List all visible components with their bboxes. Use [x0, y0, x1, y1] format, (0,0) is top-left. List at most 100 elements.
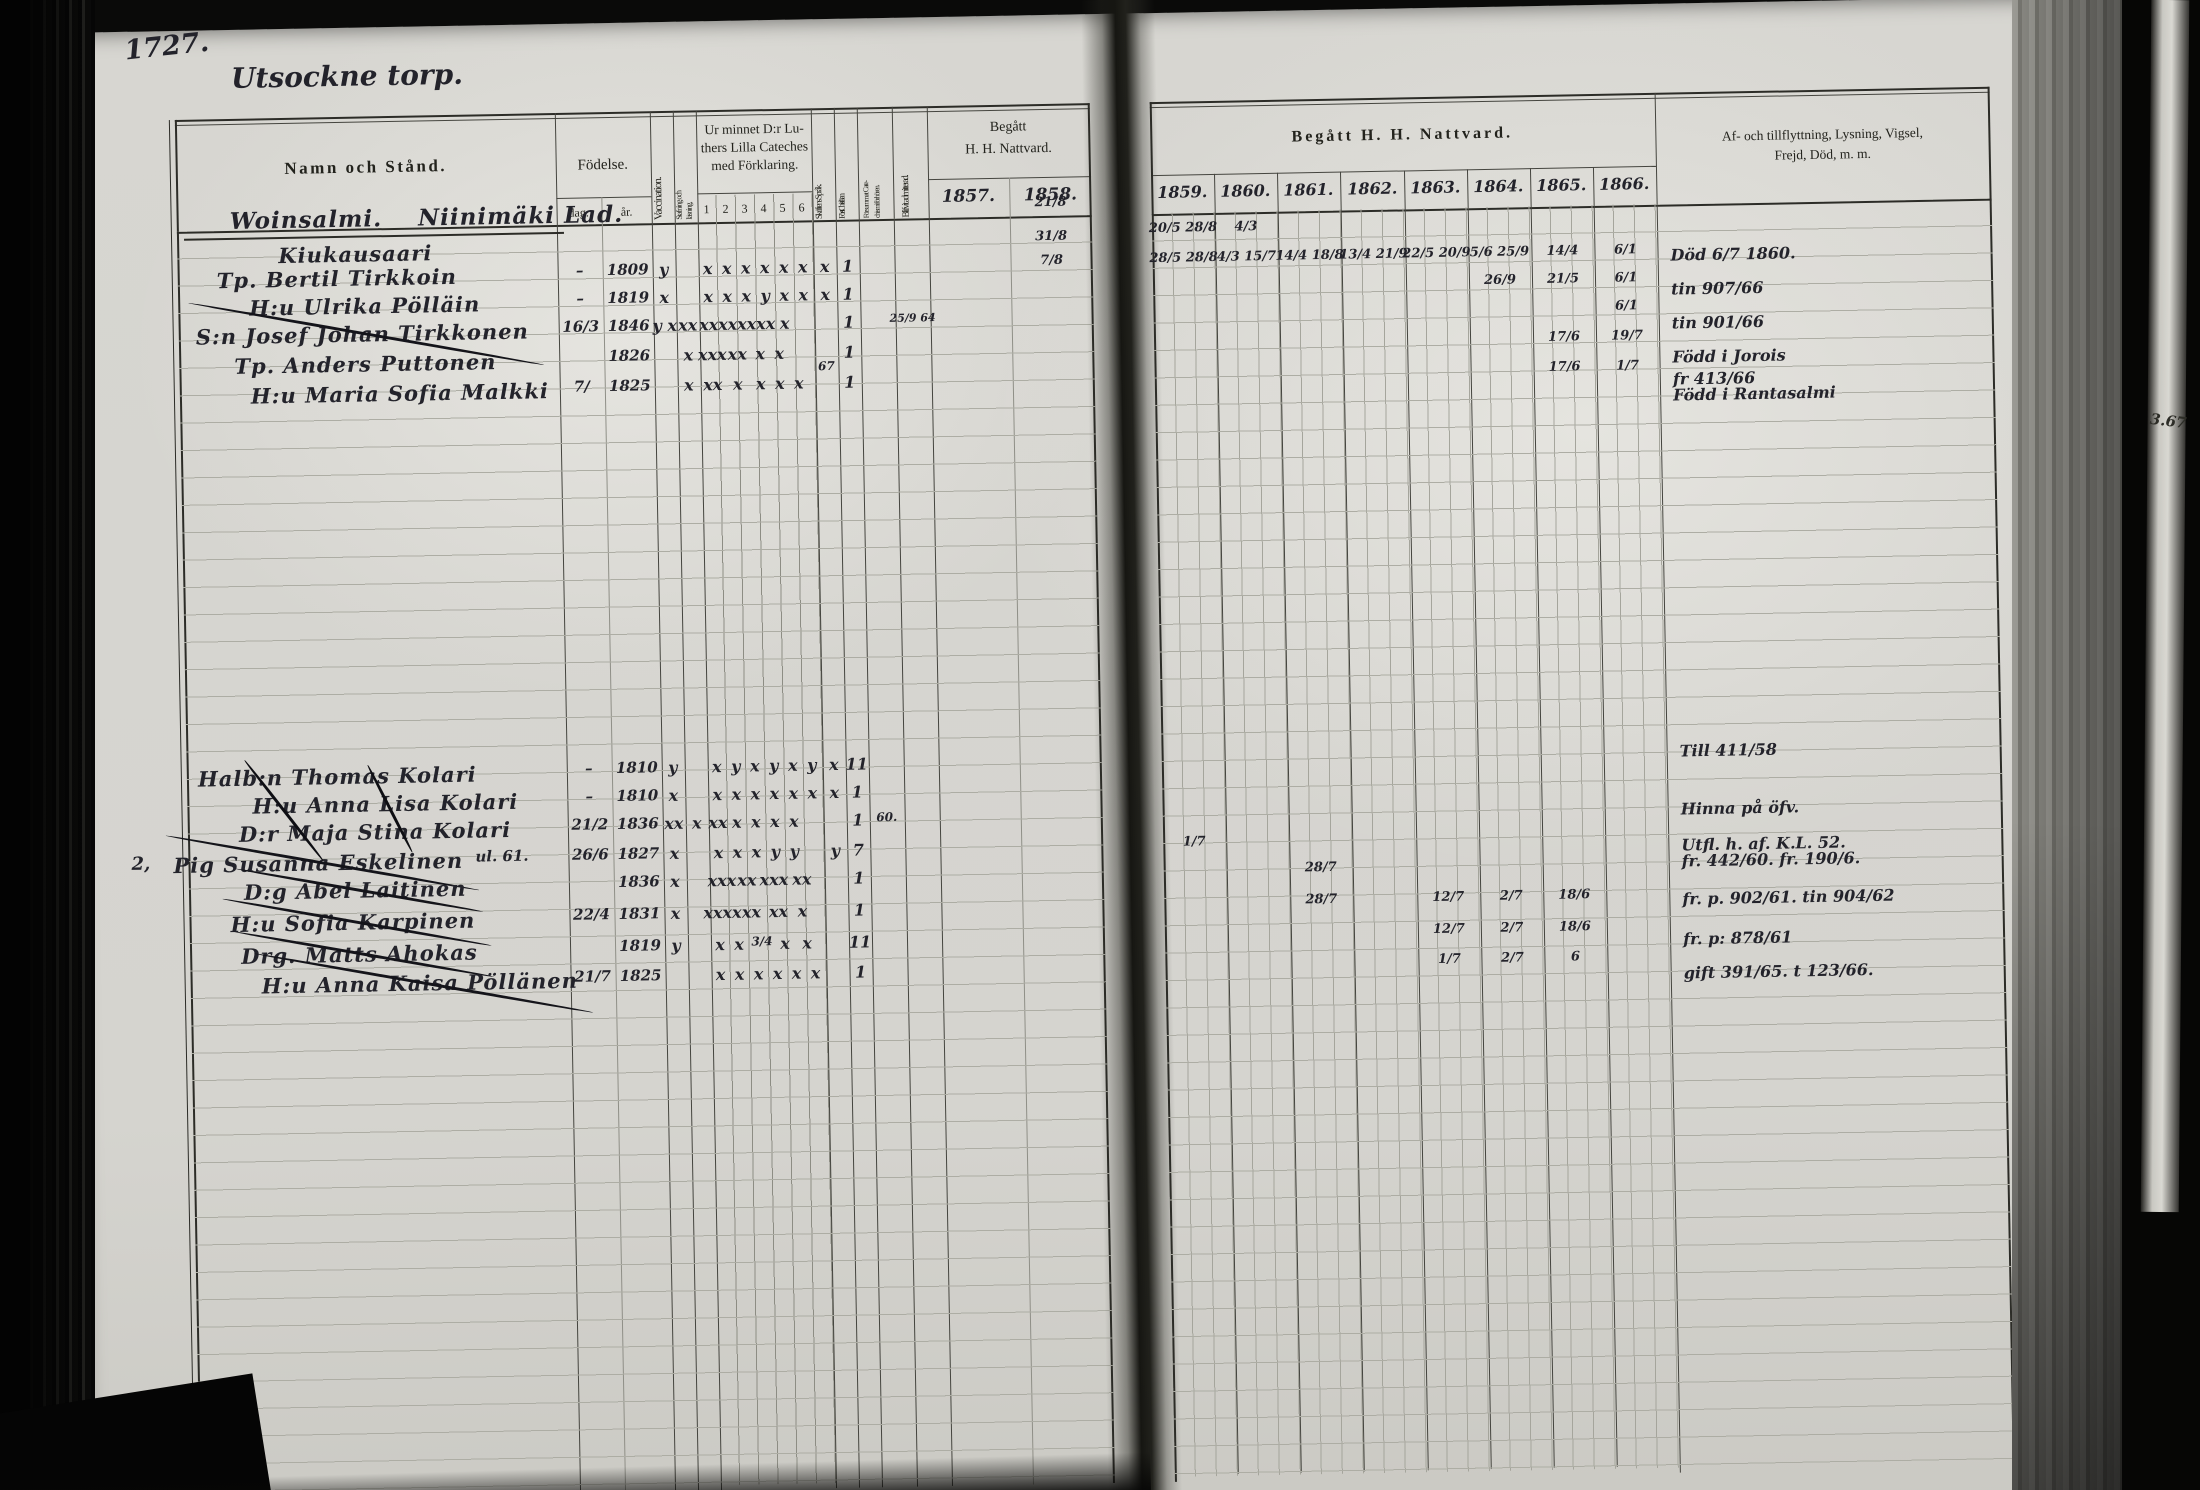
- missed-cell: 60.: [876, 809, 898, 825]
- catechism-mark-4: y: [760, 286, 770, 306]
- catechism-mark-4: x: [769, 811, 780, 832]
- catechism-mark-1: xx: [703, 374, 723, 395]
- catechism-mark-6: y: [806, 755, 817, 775]
- christianity-mark: 1: [853, 900, 866, 920]
- birth-column-header: Födelse.: [577, 156, 629, 174]
- language-mark: x: [829, 782, 840, 803]
- communion-1864-cell: 2/7: [1499, 888, 1523, 904]
- notes-cell: Född i Rantasalmi: [1672, 382, 1836, 405]
- spelling-mark: x: [683, 375, 694, 395]
- catechism-mark-2: xx: [727, 344, 747, 364]
- catechism-mark-3: x: [741, 286, 752, 306]
- birth-year-cell: 1825: [619, 966, 662, 985]
- birth-year-cell: 1810: [615, 758, 658, 777]
- name-suffix: ul. 61.: [475, 846, 529, 866]
- communion-1866-cell: 6/1: [1614, 298, 1639, 314]
- communion-1860-cell: 4/3 15/7: [1216, 248, 1277, 265]
- vaccination-mark: x: [670, 903, 681, 923]
- birth-day-cell: 21/2: [571, 815, 609, 834]
- vaccination-mark: xx: [664, 813, 684, 834]
- catechism-mark-5: x: [778, 257, 789, 277]
- birth-year-cell: 1809: [606, 260, 649, 280]
- communion-1861-cell: 28/7: [1304, 859, 1337, 876]
- catechism-mark-3: x: [755, 374, 766, 394]
- catechism-mark-6: x: [798, 285, 809, 305]
- communion-1866-cell: 1/7: [1616, 358, 1640, 374]
- communion-1865-cell: 17/6: [1547, 329, 1581, 345]
- catechism-mark-6: x: [797, 257, 808, 277]
- communion-1865-cell: 18/6: [1558, 919, 1591, 935]
- name-cell: H:u Sofia Karpinen: [230, 907, 476, 938]
- catechism-mark-3: xxx: [759, 869, 789, 890]
- catechism-mark-2: x: [731, 812, 742, 832]
- catechism-mark-2: xx: [737, 870, 757, 890]
- christianity-mark: 1: [841, 256, 854, 276]
- catechism-mark-5: x: [793, 373, 804, 393]
- catechism-mark-4: x: [780, 933, 790, 953]
- communion-1864-cell: 2/7: [1500, 950, 1524, 966]
- communion-1863-cell: 12/7: [1432, 921, 1465, 938]
- catechism-mark-5: x: [802, 933, 812, 953]
- christianity-mark: 11: [848, 932, 872, 952]
- catechism-mark-5: x: [779, 313, 790, 333]
- communion-1860-cell: 4/3: [1234, 219, 1258, 235]
- vaccination-mark: y: [667, 757, 678, 778]
- language-mark: x: [820, 284, 831, 305]
- christianity-mark: 1: [854, 962, 867, 982]
- name-cell: S:n Josef Johan Tirkkonen: [195, 318, 530, 350]
- catechism-mark-5: x: [779, 285, 790, 305]
- communion-1863-cell: 12/7: [1432, 889, 1465, 906]
- catechism-mark-2: x: [734, 934, 744, 954]
- vaccination-mark: x: [668, 785, 679, 806]
- catechism-mark-5: y: [789, 841, 800, 861]
- christianity-mark: 1: [842, 284, 854, 304]
- catechism-mark-4: x: [772, 963, 783, 984]
- name-cell: H:u Anna Kaisa Pöllänen: [261, 967, 579, 999]
- catechism-mark-2: x: [734, 964, 745, 984]
- communion-1865-cell: 18/6: [1558, 887, 1591, 903]
- spelling-mark: x: [683, 345, 694, 365]
- birth-year-cell: 1825: [608, 376, 651, 396]
- catechism-mark-4: xx: [755, 313, 776, 334]
- name-cell: Tp. Anders Puttonen: [234, 349, 497, 379]
- vaccination-mark: y x: [652, 315, 678, 336]
- vaccination-mark: y: [671, 935, 681, 955]
- catechism-header-line2: thers Lilla Cateches: [700, 138, 809, 156]
- birth-day-cell: –: [576, 289, 585, 308]
- notes-header-line2: Frejd, Död, m. m.: [1774, 145, 1872, 163]
- name-cell: Drg. Matts Ahokas: [240, 939, 478, 969]
- communion-header-line2: H. H. Nattvard.: [965, 140, 1053, 158]
- catechism-mark-2: y: [730, 756, 741, 776]
- birth-year-cell: 1846: [607, 316, 650, 336]
- catechism-mark-6: x: [810, 963, 821, 983]
- communion-1861-cell: 14/4 18/8: [1275, 247, 1344, 264]
- catechism-mark-4: x: [759, 258, 770, 278]
- catechism-mark-4: y: [768, 756, 779, 776]
- catechism-mark-2: xx: [717, 314, 738, 335]
- catechism-mark-2: x: [722, 286, 733, 306]
- communion-1865-cell: 17/6: [1548, 359, 1581, 375]
- communion-1863-cell: 22/5 20/9: [1402, 245, 1471, 262]
- catechism-mark-1: xx: [708, 812, 728, 833]
- catechism-mark-3: x: [750, 812, 761, 832]
- christianity-mark: 11: [845, 754, 869, 774]
- name-cell: H:u Maria Sofia Malkki: [250, 378, 550, 409]
- birth-day-cell: 21/7: [574, 967, 612, 986]
- communion-1866-cell: 6/1: [1614, 270, 1638, 286]
- christianity-mark: 1: [852, 810, 864, 830]
- catechism-mark-3: x: [749, 756, 760, 776]
- birth-year-cell: 1810: [616, 786, 659, 805]
- catechism-mark-5: x: [791, 963, 802, 983]
- christianity-mark: 1: [851, 782, 864, 802]
- christianity-mark: 1: [844, 372, 856, 392]
- catechism-mark-4: x: [774, 373, 785, 393]
- catechism-mark-2: x: [732, 374, 743, 394]
- catechism-mark-4: x: [797, 901, 808, 921]
- catechism-mark-3: x: [740, 258, 751, 278]
- communion-1859-cell: 28/5 28/8: [1149, 249, 1218, 267]
- catechism-mark-1: x: [715, 965, 726, 985]
- notes-cell: Död 6/7 1860.: [1670, 243, 1796, 265]
- birth-year-cell: 1819: [607, 288, 650, 308]
- catechism-mark-2: x: [732, 842, 743, 862]
